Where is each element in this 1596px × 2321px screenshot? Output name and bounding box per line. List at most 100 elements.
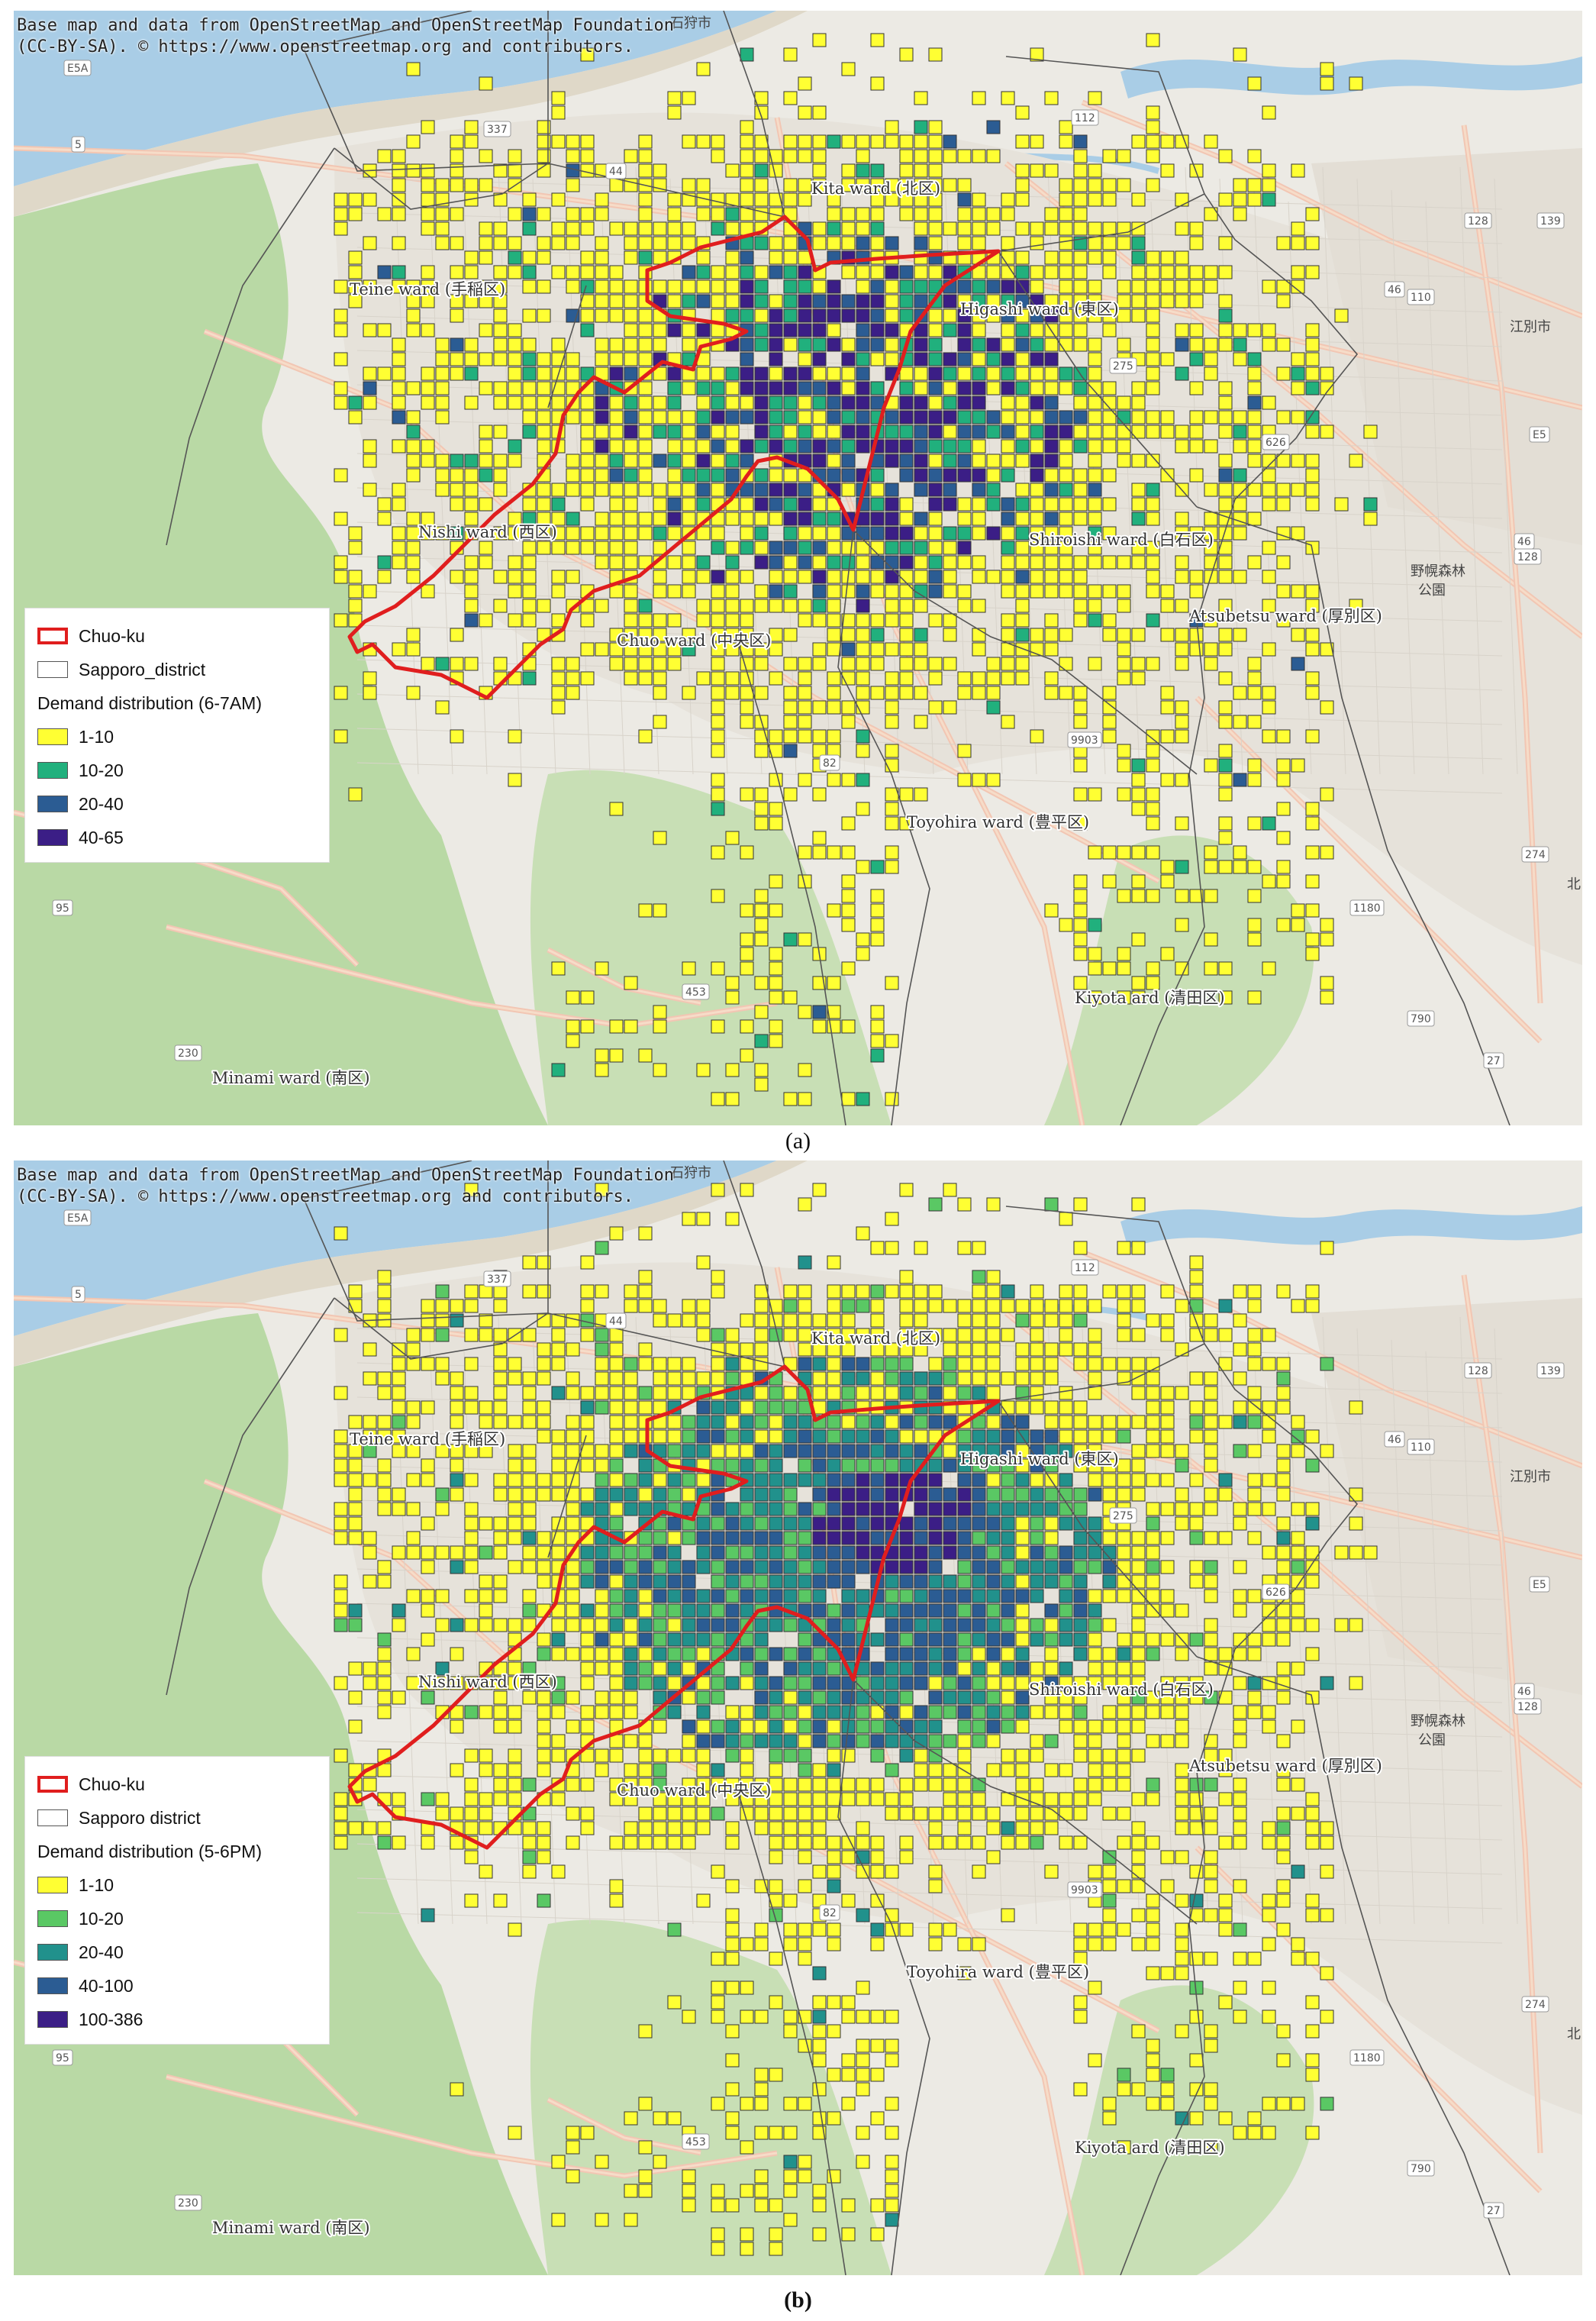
demand-cell xyxy=(1218,192,1233,207)
legend-title: Demand distribution (6-7AM) xyxy=(37,692,263,713)
road-number: 46 xyxy=(1517,1686,1531,1698)
demand-cell xyxy=(1276,483,1291,497)
demand-cell xyxy=(1247,1284,1262,1299)
demand-cell xyxy=(1015,1560,1030,1574)
demand-cell xyxy=(580,1603,595,1618)
demand-cell xyxy=(595,265,609,279)
demand-cell xyxy=(725,613,740,628)
demand-cell xyxy=(740,1647,754,1661)
demand-cell xyxy=(580,2126,595,2140)
demand-cell xyxy=(1044,1734,1059,1748)
demand-cell xyxy=(1160,1415,1175,1429)
demand-cell xyxy=(725,192,740,207)
demand-cell xyxy=(363,1545,377,1560)
legend-label-district: Sapporo_district xyxy=(79,659,206,680)
demand-cell xyxy=(1088,1937,1102,1951)
demand-cell xyxy=(566,2140,580,2155)
demand-cell xyxy=(899,1835,914,1850)
district-boundary xyxy=(303,11,472,50)
demand-cell xyxy=(508,250,522,265)
demand-cell xyxy=(696,410,711,424)
demand-cell xyxy=(1015,395,1030,410)
demand-cell xyxy=(1247,918,1262,932)
demand-cell xyxy=(798,1792,812,1806)
demand-cell xyxy=(1001,1908,1015,1922)
demand-cell xyxy=(1146,541,1160,555)
demand-cell xyxy=(1204,961,1218,976)
demand-cell xyxy=(972,1516,986,1531)
legend-item-class: 20-40 xyxy=(37,1935,317,1969)
demand-cell xyxy=(450,1415,464,1429)
demand-cell xyxy=(580,541,595,555)
demand-cell xyxy=(783,1092,798,1106)
demand-cell xyxy=(1059,1574,1073,1589)
demand-cell xyxy=(421,1589,435,1603)
demand-cell xyxy=(1044,1400,1059,1415)
demand-cell xyxy=(1030,381,1044,395)
demand-cell xyxy=(1044,439,1059,454)
demand-cell xyxy=(363,1777,377,1792)
demand-cell xyxy=(1015,134,1030,149)
demand-cell xyxy=(580,1632,595,1647)
demand-cell xyxy=(986,483,1001,497)
road-shield-bg xyxy=(682,2133,710,2150)
demand-cell xyxy=(754,236,769,250)
demand-cell xyxy=(986,207,1001,221)
demand-cell xyxy=(1015,512,1030,526)
demand-cell xyxy=(464,555,479,570)
demand-cell xyxy=(682,541,696,555)
road-center xyxy=(166,925,778,1028)
demand-cell xyxy=(1001,1284,1015,1299)
demand-cell xyxy=(696,250,711,265)
demand-cell xyxy=(1001,1618,1015,1632)
demand-cell xyxy=(653,323,667,337)
demand-cell xyxy=(986,1487,1001,1502)
demand-cell xyxy=(493,1777,508,1792)
demand-cell xyxy=(827,1603,841,1618)
demand-cell xyxy=(827,395,841,410)
demand-cell xyxy=(566,541,580,555)
demand-cell xyxy=(841,468,856,483)
demand-cell xyxy=(798,1197,812,1212)
demand-cell xyxy=(798,1821,812,1835)
demand-cell xyxy=(551,1458,566,1473)
demand-cell xyxy=(1117,2082,1131,2097)
demand-cell xyxy=(638,1835,653,1850)
demand-cell xyxy=(1276,1777,1291,1792)
demand-cell xyxy=(493,323,508,337)
legend-classes: 1-10 10-20 20-40 40-100 100-386 xyxy=(37,1868,317,2036)
street xyxy=(356,1328,1503,1360)
demand-cell xyxy=(508,149,522,163)
demand-cell xyxy=(1349,1516,1363,1531)
demand-cell xyxy=(479,1574,493,1589)
demand-cell xyxy=(725,555,740,570)
demand-cell xyxy=(522,1487,537,1502)
road-number: 128 xyxy=(1517,551,1538,563)
demand-cell xyxy=(1088,555,1102,570)
demand-cell xyxy=(421,163,435,178)
demand-cell xyxy=(1218,483,1233,497)
demand-cell xyxy=(783,1719,798,1734)
demand-cell xyxy=(943,1603,957,1618)
demand-cell xyxy=(885,410,899,424)
demand-cell xyxy=(609,1487,624,1502)
demand-cell xyxy=(1175,642,1189,657)
demand-cell xyxy=(392,1487,406,1502)
demand-cell xyxy=(624,1835,638,1850)
demand-cell xyxy=(696,279,711,294)
demand-cell xyxy=(696,1444,711,1458)
demand-cell xyxy=(638,1603,653,1618)
demand-cell xyxy=(1233,1284,1247,1299)
demand-cell xyxy=(1189,1400,1204,1415)
demand-cell xyxy=(609,221,624,236)
demand-cell xyxy=(957,1531,972,1545)
demand-cell xyxy=(1102,1545,1117,1560)
demand-cell xyxy=(1088,1922,1102,1937)
demand-cell xyxy=(1088,337,1102,352)
demand-cell xyxy=(1117,1560,1131,1574)
demand-cell xyxy=(827,642,841,657)
demand-cell xyxy=(783,381,798,395)
road-number: 44 xyxy=(609,1315,623,1328)
demand-cell xyxy=(1073,889,1088,903)
demand-cell xyxy=(696,366,711,381)
